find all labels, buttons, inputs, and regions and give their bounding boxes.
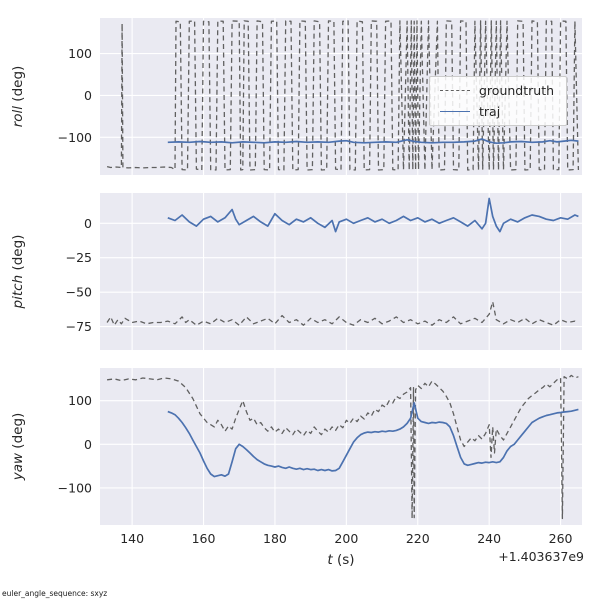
- svg-text:0: 0: [84, 88, 92, 103]
- svg-text:260: 260: [549, 531, 573, 546]
- svg-text:−25: −25: [66, 250, 92, 265]
- legend-entry-groundtruth: groundtruth: [440, 83, 554, 98]
- svg-text:−50: −50: [66, 285, 92, 300]
- legend-label-traj: traj: [479, 104, 501, 119]
- x-axis-offset-text: +1.403637e9: [498, 549, 584, 564]
- svg-text:220: 220: [406, 531, 430, 546]
- svg-text:100: 100: [68, 393, 92, 408]
- solid-line-sample-icon: [440, 111, 470, 112]
- svg-text:180: 180: [263, 531, 287, 546]
- svg-text:200: 200: [334, 531, 358, 546]
- svg-text:0: 0: [84, 437, 92, 452]
- legend-label-groundtruth: groundtruth: [479, 83, 555, 98]
- svg-text:100: 100: [68, 46, 92, 61]
- svg-text:−100: −100: [58, 130, 92, 145]
- svg-text:140: 140: [120, 531, 144, 546]
- x-axis-variable: t: [327, 552, 333, 568]
- svg-text:160: 160: [192, 531, 216, 546]
- legend-entry-traj: traj: [440, 104, 554, 119]
- svg-text:yaw (deg): yaw (deg): [10, 413, 26, 482]
- svg-text:pitch (deg): pitch (deg): [10, 235, 26, 310]
- euler-angle-sequence-note: euler_angle_sequence: sxyz: [2, 589, 108, 598]
- x-axis-label: t (s): [100, 552, 582, 568]
- svg-text:240: 240: [477, 531, 501, 546]
- legend: groundtruth traj: [429, 76, 568, 126]
- svg-text:roll (deg): roll (deg): [10, 66, 26, 128]
- svg-text:−75: −75: [66, 319, 92, 334]
- svg-text:−100: −100: [58, 480, 92, 495]
- dashed-line-sample-icon: [440, 90, 470, 91]
- x-axis-unit: (s): [332, 552, 355, 568]
- svg-text:0: 0: [84, 216, 92, 231]
